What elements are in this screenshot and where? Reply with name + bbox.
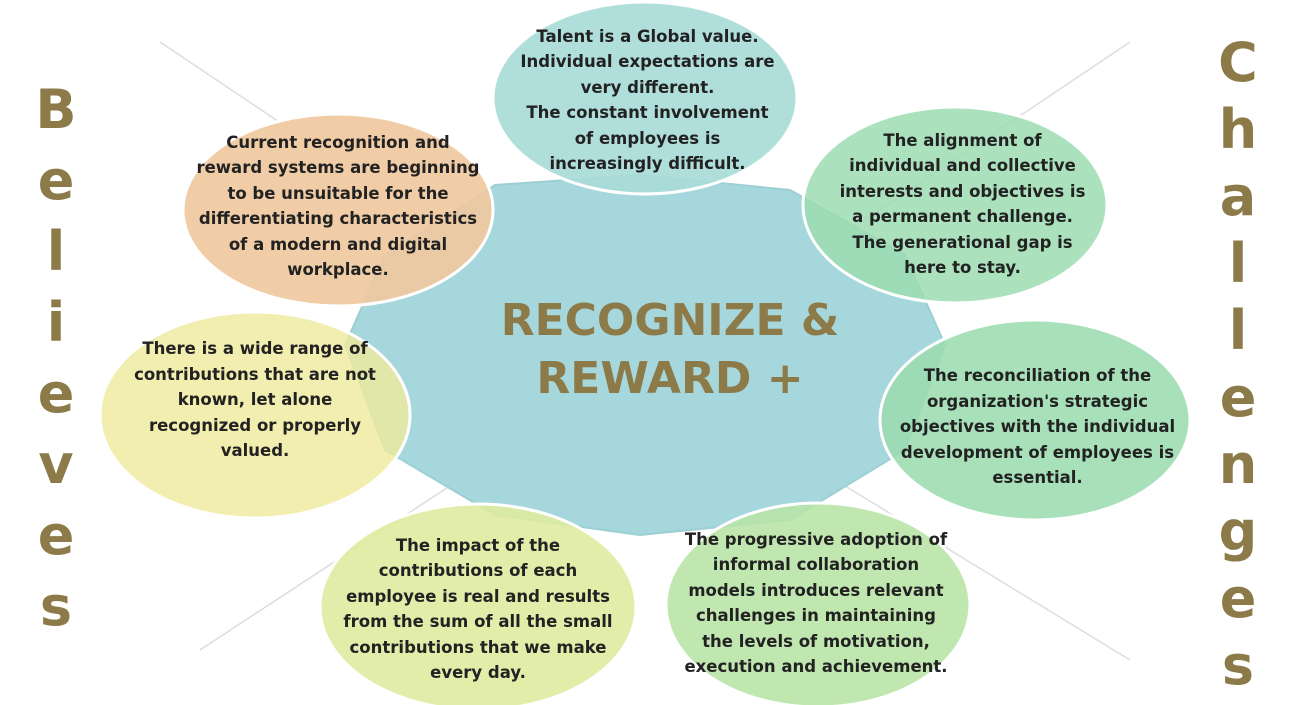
bubble-bottom-left-shape [318,502,638,705]
right-letter: l [1228,299,1248,362]
bubble-bottom-left-text: The impact of the contributions of each … [343,535,613,683]
left-letter: i [46,291,66,354]
bubble-bottom-right-text: The progressive adoption of informal col… [684,529,948,677]
center-title-line1: RECOGNIZE & [500,295,840,346]
left-letter: v [38,433,74,496]
right-letter: C [1218,31,1258,94]
right-letter: g [1218,500,1258,563]
bubble-top-shape [491,0,799,196]
bubble-left-shape [98,310,412,520]
bubble-left-text: There is a wide range of contributions t… [134,339,376,461]
right-letter: s [1221,634,1255,697]
bubble-right-shape [878,318,1192,522]
bubble-top-left-text: Current recognition and reward systems a… [196,132,480,280]
bubble-right-text: The reconciliation of the organization's… [899,366,1176,488]
bubble-top-text: Talent is a Global value. Individual exp… [520,26,775,174]
left-letter: e [37,504,75,567]
left-letter: l [46,220,66,283]
left-letter: s [39,575,73,638]
right-letter: a [1219,165,1257,228]
right-letter: l [1228,232,1248,295]
bubble-bottom-right-shape [664,501,972,705]
bubble-top-right-text: The alignment of individual and collecti… [839,130,1086,278]
bubble-top-left-shape [181,112,495,308]
center-title: RECOGNIZE & REWARD + [440,292,900,408]
right-letter: n [1218,433,1258,496]
left-letter: e [37,149,75,212]
right-letter: e [1219,567,1257,630]
left-letter: B [35,78,77,141]
bubble-top-right-shape [801,105,1109,305]
right-letter: h [1218,98,1258,161]
center-title-line2: REWARD + [536,353,804,404]
left-letter: e [37,362,75,425]
right-letter: e [1219,366,1257,429]
